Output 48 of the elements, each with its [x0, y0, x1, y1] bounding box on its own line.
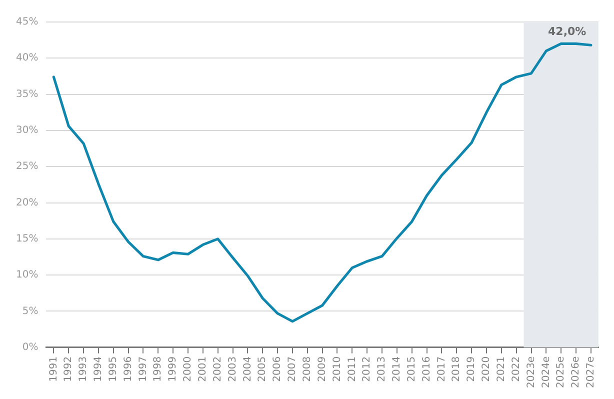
x-tick-label: 2010	[332, 356, 343, 382]
x-tick-label: 2003	[227, 356, 238, 382]
x-tick-label: 2019	[466, 356, 478, 382]
x-tick-label: 1996	[122, 356, 134, 382]
x-tick-label: 1991	[48, 356, 60, 382]
x-tick-label: 2015	[406, 356, 418, 382]
x-tick-label: 1995	[108, 356, 119, 382]
y-tick-label: 25%	[16, 161, 38, 172]
x-tick-label: 2027e	[586, 356, 597, 388]
y-tick-label: 15%	[16, 234, 38, 245]
x-tick-label: 2006	[272, 356, 284, 382]
x-tick-label: 2013	[376, 356, 388, 382]
x-tick-label: 1997	[138, 356, 149, 382]
x-tick-label: 2016	[421, 356, 432, 382]
y-tick-label: 35%	[16, 88, 38, 100]
x-tick-label: 2000	[182, 356, 194, 382]
x-tick-label: 1998	[152, 356, 164, 382]
y-tick-label: 0%	[22, 342, 38, 353]
x-tick-label: 2004	[242, 356, 254, 382]
x-tick-label: 2001	[198, 356, 209, 382]
x-tick-label: 2026e	[570, 356, 582, 388]
x-tick-label: 2008	[302, 356, 313, 382]
x-tick-label: 2018	[451, 356, 462, 382]
x-tick-label: 1994	[93, 356, 104, 382]
x-tick-label: 2020	[481, 356, 492, 382]
x-tick-label: 2023e	[526, 356, 537, 388]
annotation: 42,0%	[548, 25, 586, 38]
y-tick-label: 10%	[16, 270, 38, 281]
x-tick-label: 2009	[316, 356, 328, 382]
x-tick-label: 2002	[212, 356, 224, 382]
y-tick-label: 40%	[16, 52, 38, 64]
y-tick-label: 5%	[22, 306, 38, 317]
y-tick-label: 45%	[16, 16, 38, 28]
x-tick-label: 2017	[436, 356, 448, 382]
x-tick-label: 2024e	[540, 356, 552, 388]
y-tick-label: 20%	[16, 197, 38, 208]
x-tick-label: 1992	[63, 356, 74, 382]
x-tick-label: 2022	[510, 356, 522, 382]
x-tick-label: 1993	[78, 356, 90, 382]
x-tick-label: 2014	[392, 356, 403, 382]
x-tick-label: 2012	[362, 356, 373, 382]
x-tick-label: 2011	[346, 356, 358, 382]
x-tick-label: 2007	[287, 356, 298, 382]
x-tick-label: 1999	[168, 356, 179, 382]
x-tick-label: 2021	[496, 356, 507, 382]
x-tick-label: 2005	[257, 356, 268, 382]
x-tick-label: 2025e	[556, 356, 567, 388]
y-tick-label: 30%	[16, 125, 38, 136]
